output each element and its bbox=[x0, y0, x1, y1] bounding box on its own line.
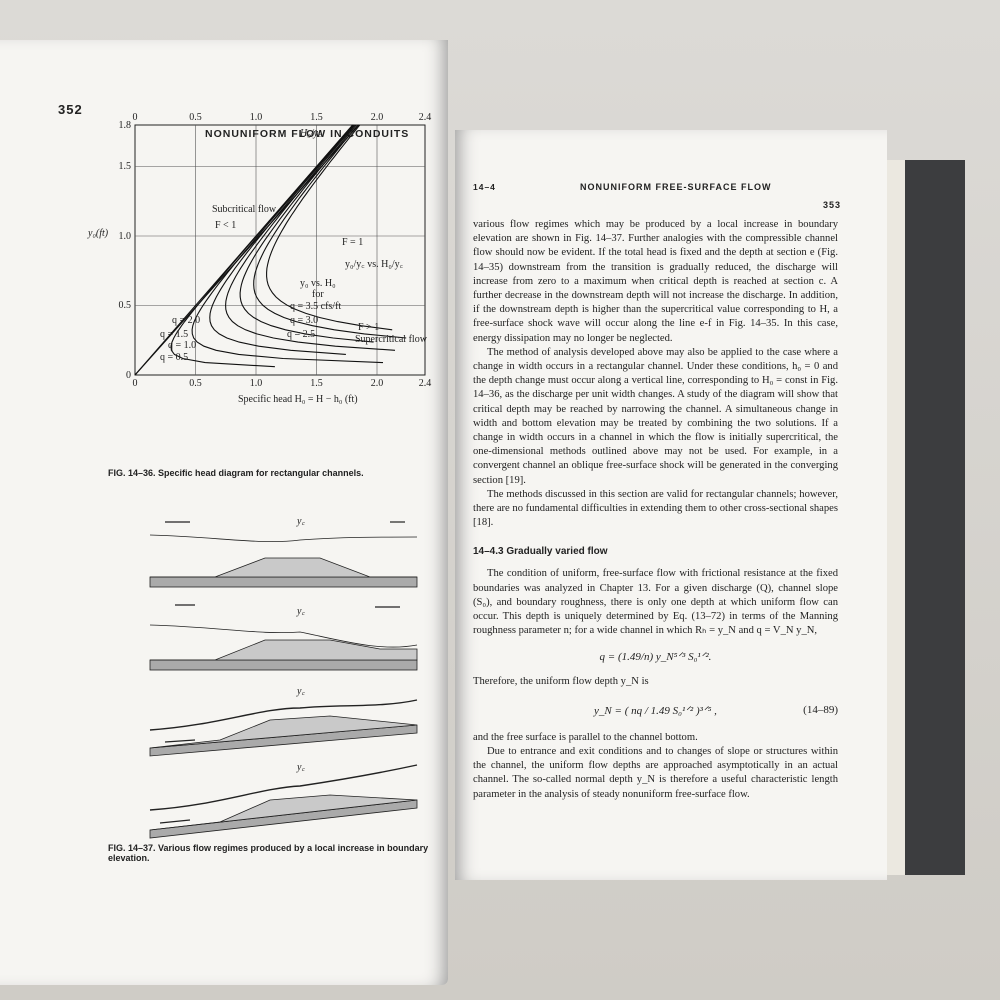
specific-head-curve bbox=[253, 124, 407, 339]
page-edges bbox=[885, 160, 905, 875]
annotation: F < 1 bbox=[215, 220, 236, 231]
top-tick-label: 0 bbox=[133, 112, 138, 123]
figure-caption: FIG. 14–36. Specific head diagram for re… bbox=[108, 468, 364, 478]
paragraph: various flow regimes which may be produc… bbox=[473, 219, 838, 344]
bottom-tick-label: 1.0 bbox=[250, 378, 263, 389]
left-tick-label: 1.0 bbox=[119, 231, 132, 242]
top-tick-label: 0.5 bbox=[189, 112, 202, 123]
top-tick-label: 2.0 bbox=[371, 112, 384, 123]
paragraph: The method of analysis developed above m… bbox=[473, 346, 838, 486]
book-cover bbox=[895, 160, 965, 875]
equation-body: y_N = ( nq / 1.49 S₀¹ᐟ² )³ᐟ⁵ , bbox=[594, 704, 717, 717]
page-number: 353 bbox=[823, 200, 842, 210]
depth-label: y꜀ bbox=[296, 762, 305, 773]
left-page: 352 NONUNIFORM FLOW IN CONDUITS 0 0.5 1.0 1… bbox=[0, 40, 448, 985]
bottom-tick-label: 2.0 bbox=[371, 378, 384, 389]
left-tick-label: 0.5 bbox=[119, 300, 132, 311]
right-page: 14–4 NONUNIFORM FREE-SURFACE FLOW 353 va… bbox=[455, 130, 887, 880]
depth-label: y꜀ bbox=[296, 606, 305, 617]
bottom-tick-label: 0 bbox=[133, 378, 138, 389]
section-number: 14–4 bbox=[473, 182, 496, 192]
figure-caption: FIG. 14–37. Various flow regimes produce… bbox=[108, 843, 429, 863]
curve-label: q = 2.0 bbox=[172, 315, 200, 326]
annotation: y₀/y꜀ vs. H₀/y꜀ bbox=[345, 259, 404, 270]
annotation: q = 3.5 cfs/ft bbox=[290, 301, 341, 312]
annotation: for bbox=[312, 289, 324, 300]
frame bbox=[134, 124, 426, 376]
left-tick-label: 1.5 bbox=[119, 161, 132, 172]
paragraph: Therefore, the uniform flow depth y_N is bbox=[473, 676, 649, 688]
annotation: F > 1 bbox=[358, 322, 379, 333]
specific-head-curve bbox=[209, 124, 355, 355]
annotation: y₀ vs. H₀ bbox=[300, 278, 336, 289]
flow-sketches bbox=[149, 521, 418, 839]
top-tick-label: 2.4 bbox=[419, 112, 432, 123]
paragraph: Due to entrance and exit conditions and … bbox=[473, 745, 838, 800]
annotation: F = 1 bbox=[342, 237, 363, 248]
body-text: various flow regimes which may be produc… bbox=[473, 218, 838, 802]
annotation: Supercritical flow bbox=[355, 334, 428, 345]
specific-head-curve bbox=[266, 124, 393, 331]
annotation: Subcritical flow bbox=[212, 204, 277, 215]
specific-head-curve bbox=[225, 124, 396, 351]
equation: y_N = ( nq / 1.49 S₀¹ᐟ² )³ᐟ⁵ , (14–89) bbox=[473, 704, 838, 717]
bottom-tick-label: 1.5 bbox=[310, 378, 323, 389]
top-tick-label: 1.5 bbox=[310, 112, 323, 123]
bottom-tick-label: 2.4 bbox=[419, 378, 432, 389]
depth-label: y꜀ bbox=[296, 686, 305, 697]
axis-label: Specific head H₀ = H − h₀ (ft) bbox=[238, 394, 358, 405]
top-tick-label: 1.0 bbox=[250, 112, 263, 123]
paragraph: and the free surface is parallel to the … bbox=[473, 731, 698, 743]
page-number: 352 bbox=[58, 102, 83, 117]
paragraph: The methods discussed in this section ar… bbox=[473, 488, 838, 529]
left-tick-label: 0 bbox=[126, 370, 131, 381]
bottom-tick-label: 0.5 bbox=[189, 378, 202, 389]
left-tick-label: 1.8 bbox=[119, 120, 132, 131]
depth-label: y꜀ bbox=[296, 516, 305, 527]
axis-label: H₀/y꜀ bbox=[299, 128, 322, 139]
running-head: NONUNIFORM FREE-SURFACE FLOW bbox=[580, 182, 772, 192]
figures: 0 0.5 1.0 1.5 2.0 2.4 0 0.5 1.0 1.5 2.0 2.4 1.8 1.5 1.… bbox=[87, 112, 431, 839]
equation: q = (1.49/n) y_N⁵ᐟ³ S₀¹ᐟ². bbox=[599, 651, 712, 664]
curve-label: q = 3.0 bbox=[290, 315, 318, 326]
section-heading: 14–4.3 Gradually varied flow bbox=[473, 546, 608, 558]
curve-label: q = 1.5 bbox=[160, 329, 188, 340]
axis-label: y₀(ft) bbox=[87, 228, 109, 239]
equation-number: (14–89) bbox=[803, 703, 838, 716]
specific-head-curve bbox=[191, 124, 384, 364]
curves bbox=[134, 124, 407, 376]
curve-label: q = 1.0 bbox=[168, 340, 196, 351]
specific-head-curve bbox=[239, 124, 374, 343]
paragraph: The condition of uniform, free-surface f… bbox=[473, 568, 838, 637]
curve-label: q = 2.5 bbox=[287, 329, 315, 340]
specific-head-diagram: 0 0.5 1.0 1.5 2.0 2.4 0 0.5 1.0 1.5 2.0 2.4 1.8 1.5 1.… bbox=[87, 112, 431, 405]
curve-label: q = 0.5 bbox=[160, 352, 188, 363]
